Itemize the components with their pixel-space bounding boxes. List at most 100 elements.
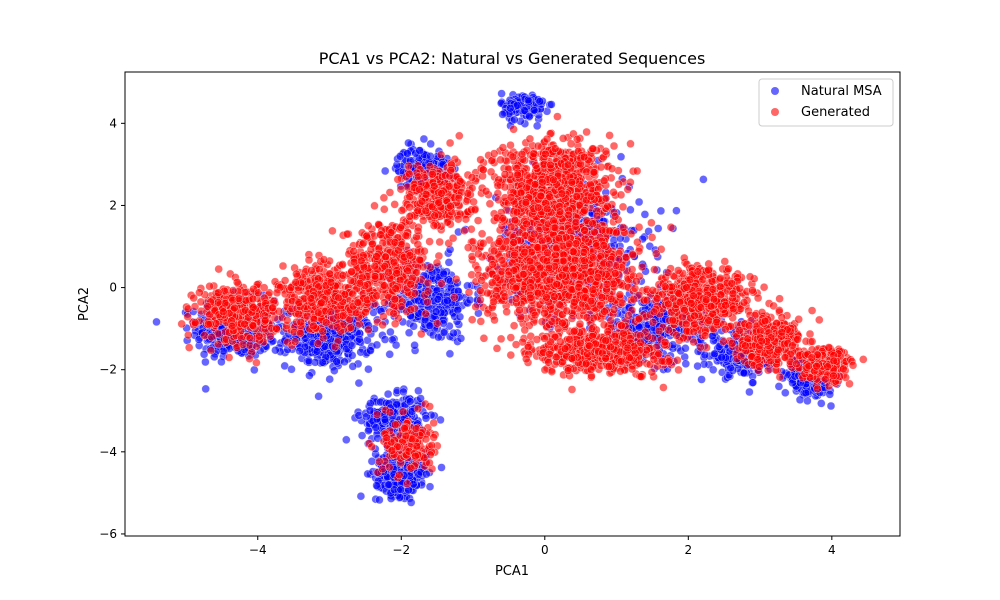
scatter-point: [332, 323, 342, 332]
scatter-point: [397, 302, 406, 311]
scatter-point: [439, 328, 449, 337]
scatter-point: [415, 255, 425, 265]
scatter-point: [385, 350, 394, 359]
scatter-point: [353, 298, 363, 307]
scatter-point: [415, 146, 424, 155]
scatter-point: [366, 346, 375, 355]
scatter-point: [380, 335, 390, 344]
scatter-point: [429, 221, 439, 230]
scatter-point: [803, 396, 812, 406]
scatter-point: [444, 258, 454, 267]
scatter-point: [325, 374, 334, 384]
scatter-point: [266, 332, 275, 341]
scatter-point: [328, 226, 337, 236]
scatter-point: [199, 350, 209, 359]
scatter-point: [406, 305, 416, 314]
scatter-point: [405, 251, 415, 260]
scatter-point: [304, 356, 314, 366]
scatter-point: [367, 457, 377, 466]
scatter-point: [405, 202, 414, 212]
scatter-point: [306, 294, 316, 303]
scatter-point: [801, 388, 811, 398]
scatter-point: [681, 344, 690, 353]
scatter-point: [726, 363, 735, 373]
scatter-point: [367, 442, 377, 452]
scatter-point: [380, 166, 390, 176]
scatter-point: [390, 294, 400, 304]
scatter-point: [444, 182, 454, 191]
scatter-point: [506, 103, 515, 113]
scatter-point: [347, 341, 357, 350]
scatter-point: [338, 311, 348, 320]
scatter-point: [346, 323, 355, 332]
scatter-point: [456, 334, 466, 343]
scatter-point: [395, 152, 405, 161]
scatter-point: [217, 357, 226, 367]
scatter-point: [448, 233, 458, 243]
scatter-point: [391, 340, 401, 350]
scatter-point: [425, 237, 434, 246]
scatter-point: [547, 100, 556, 109]
scatter-point: [325, 269, 334, 278]
scatter-point: [436, 150, 446, 159]
scatter-point: [271, 345, 280, 355]
scatter-point: [207, 332, 216, 342]
scatter-point: [672, 206, 681, 215]
scatter-point: [332, 357, 341, 366]
scatter-point: [465, 295, 475, 305]
scatter-point: [381, 252, 390, 262]
scatter-point: [201, 357, 210, 367]
scatter-point: [390, 420, 400, 429]
scatter-point: [319, 255, 329, 264]
scatter-point: [455, 131, 464, 141]
scatter-point: [510, 115, 519, 124]
scatter-point: [434, 198, 444, 207]
scatter-point: [361, 307, 370, 317]
scatter-point: [656, 206, 666, 216]
scatter-point: [413, 240, 423, 249]
scatter-point: [307, 266, 316, 275]
scatter-point: [432, 319, 442, 328]
scatter-point: [370, 271, 380, 281]
scatter-point: [371, 423, 381, 432]
scatter-point: [183, 312, 192, 321]
scatter-point: [366, 399, 375, 408]
scatter-point: [411, 451, 420, 461]
scatter-point: [152, 317, 161, 327]
scatter-point: [201, 384, 210, 394]
scatter-point: [370, 261, 380, 271]
scatter-point: [177, 319, 186, 329]
scatter-point: [717, 353, 726, 362]
scatter-point: [390, 238, 400, 247]
scatter-point: [748, 378, 758, 387]
scatter-point: [282, 316, 292, 325]
scatter-point: [389, 257, 399, 267]
scatter-point: [203, 302, 212, 311]
scatter-point: [710, 349, 719, 359]
scatter-point: [405, 169, 414, 179]
scatter-point: [409, 322, 418, 331]
scatter-point: [433, 294, 443, 304]
scatter-point: [380, 281, 389, 290]
scatter-point: [296, 317, 306, 327]
scatter-point: [446, 201, 455, 211]
scatter-point: [417, 197, 427, 206]
scatter-point: [280, 276, 290, 285]
scatter-point: [287, 365, 296, 374]
scatter-point: [781, 388, 790, 398]
scatter-point: [294, 309, 303, 319]
scatter-point: [355, 279, 365, 288]
scatter-point: [200, 331, 209, 340]
scatter-point: [240, 287, 250, 297]
scatter-point: [291, 278, 300, 287]
scatter-point: [708, 331, 717, 341]
scatter-point: [312, 347, 322, 356]
scatter-point: [535, 97, 545, 106]
scatter-point: [380, 205, 389, 214]
scatter-point: [405, 192, 414, 202]
scatter-point: [817, 399, 826, 408]
scatter-point: [396, 485, 405, 494]
scatter-point: [357, 256, 366, 266]
scatter-point: [400, 424, 409, 433]
scatter-point: [280, 361, 289, 371]
